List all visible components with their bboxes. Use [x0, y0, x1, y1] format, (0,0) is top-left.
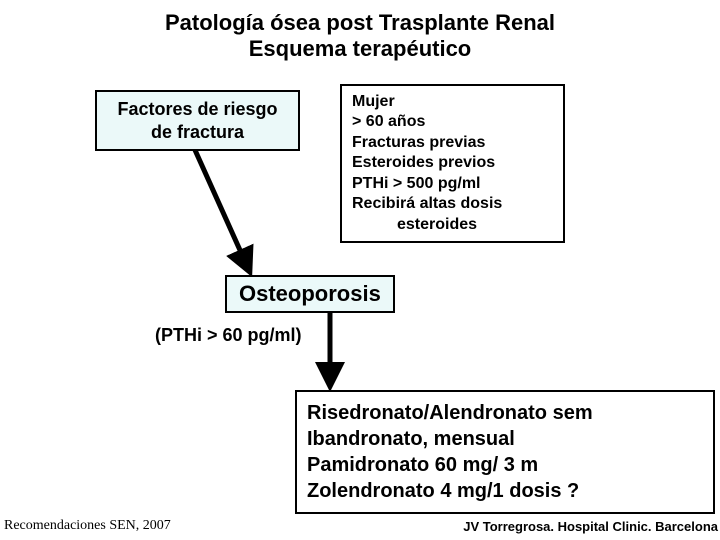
factors-line-1: Factores de riesgo — [107, 98, 288, 121]
factors-line-2: de fractura — [107, 121, 288, 144]
risk-item: Recibirá altas dosis — [352, 194, 553, 214]
risk-item: > 60 años — [352, 112, 553, 132]
footer-right: JV Torregrosa. Hospital Clinic. Barcelon… — [463, 519, 718, 534]
pthi-note: (PTHi > 60 pg/ml) — [155, 325, 302, 346]
osteo-label: Osteoporosis — [239, 281, 381, 306]
osteo-box: Osteoporosis — [225, 275, 395, 313]
risk-item-indent: esteroides — [352, 215, 553, 235]
title-line-1: Patología ósea post Trasplante Renal — [0, 10, 720, 36]
treatment-box: Risedronato/Alendronato sem Ibandronato,… — [295, 390, 715, 514]
treatment-line: Risedronato/Alendronato sem — [307, 400, 703, 426]
treatment-line: Zolendronato 4 mg/1 dosis ? — [307, 478, 703, 504]
treatment-line: Pamidronato 60 mg/ 3 m — [307, 452, 703, 478]
factors-box: Factores de riesgo de fractura — [95, 90, 300, 151]
risk-item: Esteroides previos — [352, 153, 553, 173]
risk-item: PTHi > 500 pg/ml — [352, 174, 553, 194]
risk-item: Mujer — [352, 92, 553, 112]
treatment-line: Ibandronato, mensual — [307, 426, 703, 452]
risk-list-box: Mujer > 60 años Fracturas previas Estero… — [340, 84, 565, 243]
title-block: Patología ósea post Trasplante Renal Esq… — [0, 0, 720, 62]
title-line-2: Esquema terapéutico — [0, 36, 720, 62]
risk-item: Fracturas previas — [352, 133, 553, 153]
footer-left: Recomendaciones SEN, 2007 — [4, 518, 171, 534]
